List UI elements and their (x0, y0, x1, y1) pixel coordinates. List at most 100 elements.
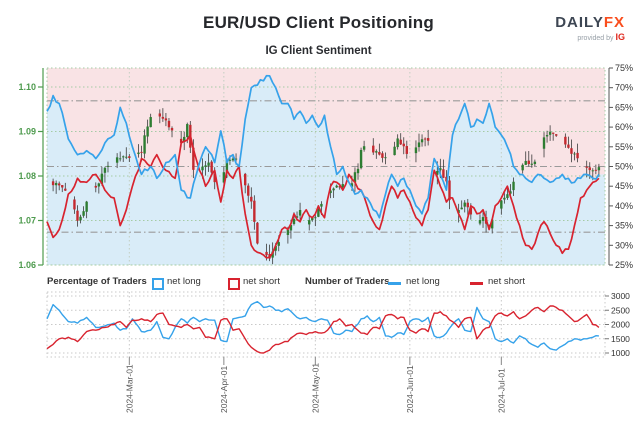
candle-down (527, 160, 530, 165)
candle-down (576, 152, 579, 159)
traders-tick-label: 2000 (611, 320, 630, 330)
pct-net-short-label: net short (243, 276, 280, 287)
candle-down (73, 199, 76, 210)
traders-tick-label: 2500 (611, 305, 630, 315)
pct-tick-label: 70% (615, 83, 633, 93)
dailyfx-logo: DAILYFX provided by IG (555, 14, 625, 43)
candle-up (512, 181, 515, 191)
pct-tick-label: 55% (615, 142, 633, 152)
candle-up (356, 168, 360, 174)
price-tick-label: 1.07 (18, 216, 36, 226)
candle-up (436, 171, 439, 175)
traders-net-long-line (46, 301, 599, 351)
candle-up (420, 139, 424, 143)
pct-tick-label: 45% (615, 181, 633, 191)
price-candlesticks (51, 108, 601, 265)
date-tick-label: 2024-Jul-01 (496, 368, 506, 413)
candle-down (588, 167, 591, 171)
num-net-short-label: net short (488, 276, 525, 287)
candle-up (545, 135, 549, 137)
candle-down (585, 166, 588, 168)
logo-fx-text: FX (603, 14, 625, 31)
candle-up (393, 146, 396, 156)
date-axis-labels: 2024-Mar-01 2024-Apr-01 2024-May-01 2024-Ju… (124, 357, 506, 413)
net-long-region (47, 75, 605, 265)
candle-up (542, 137, 546, 149)
candle-up (317, 207, 320, 217)
candle-up (54, 182, 58, 186)
candle-down (594, 169, 598, 171)
candle-down (94, 185, 97, 188)
candle-down (57, 183, 61, 186)
candle-up (298, 210, 302, 216)
candle-up (314, 217, 317, 219)
candle-up (573, 153, 576, 155)
candle-down (469, 207, 473, 215)
candle-down (61, 185, 64, 188)
logo-daily-text: DAILY (555, 14, 604, 31)
date-tick-label: 2024-May-01 (310, 363, 320, 413)
candle-down (402, 143, 405, 147)
candle-down (338, 186, 341, 188)
candle-up (137, 152, 140, 155)
candle-down (445, 176, 448, 182)
candle-up (277, 242, 280, 246)
candle-up (222, 172, 226, 183)
candle-down (192, 147, 195, 170)
candle-up (79, 216, 82, 221)
candle-down (213, 173, 216, 183)
candle-up (481, 217, 485, 221)
candle-up (234, 158, 238, 160)
candle-down (570, 148, 573, 154)
candle-up (146, 126, 149, 137)
candle-up (414, 147, 418, 154)
candle-down (76, 210, 79, 221)
candle-down (210, 161, 213, 173)
main-plot-border (46, 67, 606, 266)
traders-net-short-line (46, 305, 600, 354)
candle-up (353, 172, 357, 183)
traders-tick-label: 3000 (611, 291, 630, 301)
price-tick-label: 1.08 (18, 171, 36, 181)
candle-up (530, 163, 534, 165)
candle-up (335, 185, 338, 188)
legend: Percentage of Traders net long net short… (0, 276, 637, 290)
candle-up (439, 168, 442, 171)
candle-up (329, 190, 332, 194)
price-tick-label: 1.09 (18, 127, 36, 137)
pct-tick-label: 65% (615, 102, 633, 112)
candle-down (161, 116, 165, 119)
candle-up (100, 173, 104, 185)
candle-down (167, 120, 171, 128)
candle-up (106, 165, 110, 167)
candle-up (521, 164, 524, 171)
candle-up (183, 136, 186, 142)
candle-up (118, 158, 122, 160)
candle-down (567, 144, 570, 148)
date-tick-label: 2024-Mar-01 (124, 364, 134, 413)
price-tick-label: 1.10 (18, 82, 36, 92)
candle-up (149, 117, 152, 128)
candle-up (274, 245, 277, 251)
legend-percentage-header: Percentage of Traders (47, 276, 147, 287)
candle-up (125, 156, 128, 158)
main-chart-axes: 1.10 1.09 1.08 1.07 1.06 75% 70% 65% 60% 55% 50% 45… (18, 63, 633, 270)
candle-up (320, 203, 323, 207)
candle-down (426, 138, 430, 141)
candle-up (341, 184, 344, 188)
candle-down (372, 145, 375, 153)
candle-up (103, 167, 107, 173)
num-net-long-label: net long (406, 276, 440, 287)
candle-down (256, 222, 259, 244)
candle-up (350, 183, 354, 187)
candle-down (158, 113, 162, 117)
candle-down (64, 188, 67, 191)
provided-by: provided by IG (555, 32, 625, 43)
candle-down (551, 132, 555, 134)
candle-down (170, 128, 174, 131)
candle-up (509, 191, 512, 194)
candle-up (548, 131, 552, 135)
candle-down (265, 251, 268, 256)
chart-subtitle: IG Client Sentiment (265, 45, 372, 57)
candle-up (186, 124, 189, 138)
